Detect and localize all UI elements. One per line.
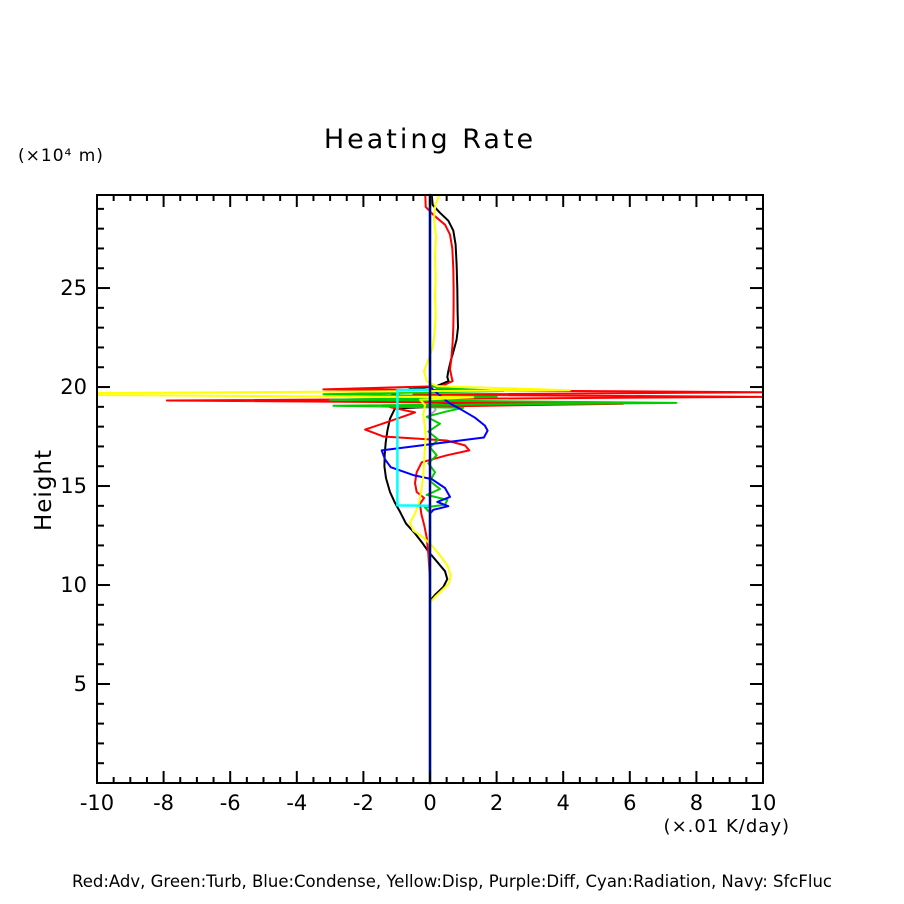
y-axis-unit-label: (×10⁴ m) [18, 146, 104, 166]
x-tick-label: -6 [220, 791, 241, 815]
y-tick-label: 15 [60, 474, 87, 498]
y-tick-label: 25 [60, 276, 87, 300]
x-tick-label: -2 [353, 791, 374, 815]
series-yellow [96, 194, 571, 604]
y-tick-label: 20 [60, 375, 87, 399]
x-tick-label: 6 [623, 791, 636, 815]
x-axis-unit-label: (×.01 K/day) [663, 816, 790, 837]
y-tick-label: 10 [60, 573, 87, 597]
x-tick-label: 8 [690, 791, 703, 815]
series-red [165, 194, 764, 784]
chart-title: Heating Rate [323, 124, 537, 155]
legend-text: Red:Adv, Green:Turb, Blue:Condense, Yell… [72, 872, 832, 891]
y-axis-title: Height [31, 448, 57, 532]
x-tick-label: -4 [286, 791, 307, 815]
x-tick-label: 4 [557, 791, 570, 815]
x-tick-label: -8 [153, 791, 174, 815]
series-cyan [396, 193, 432, 785]
series-green [322, 194, 678, 784]
x-tick-label: 0 [423, 791, 436, 815]
x-tick-label: -10 [80, 791, 114, 815]
x-tick-label: 10 [750, 791, 777, 815]
series-blue [380, 194, 489, 784]
y-tick-label: 5 [74, 672, 87, 696]
x-tick-label: 2 [490, 791, 503, 815]
